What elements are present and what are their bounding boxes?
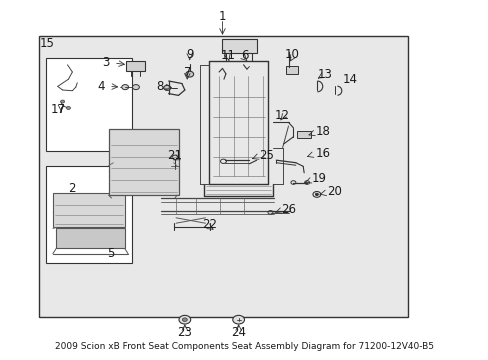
Circle shape: [232, 315, 244, 324]
Circle shape: [163, 85, 170, 90]
Text: 10: 10: [285, 48, 299, 61]
Circle shape: [182, 318, 187, 321]
Circle shape: [315, 193, 318, 195]
Bar: [56, 228, 124, 248]
Text: 22: 22: [202, 219, 216, 231]
Text: 20: 20: [326, 185, 341, 198]
Text: 12: 12: [274, 109, 289, 122]
Text: 3: 3: [102, 57, 110, 69]
Text: 23: 23: [177, 327, 192, 339]
Text: 4: 4: [98, 80, 105, 93]
Text: 5: 5: [107, 247, 115, 260]
Circle shape: [61, 100, 64, 103]
Text: 6: 6: [240, 49, 248, 62]
Text: 15: 15: [40, 37, 55, 50]
Text: 17: 17: [50, 103, 65, 116]
Circle shape: [122, 85, 128, 90]
Text: 25: 25: [259, 149, 273, 162]
Text: 14: 14: [342, 73, 357, 86]
Bar: [285, 66, 297, 74]
Bar: [126, 61, 144, 71]
Text: 8: 8: [156, 80, 163, 93]
Circle shape: [185, 71, 193, 77]
Circle shape: [66, 107, 70, 109]
Text: 7: 7: [183, 66, 191, 78]
Text: 19: 19: [311, 172, 326, 185]
Text: 16: 16: [315, 147, 330, 159]
Bar: [39, 36, 407, 317]
Bar: [108, 129, 179, 195]
Circle shape: [132, 85, 139, 90]
Text: 21: 21: [167, 149, 182, 162]
Bar: [297, 131, 310, 138]
Text: 11: 11: [221, 49, 235, 62]
Text: 13: 13: [317, 68, 332, 81]
Bar: [46, 58, 132, 151]
Bar: [46, 166, 132, 263]
Text: 2: 2: [68, 183, 76, 195]
Text: 18: 18: [315, 125, 329, 138]
Text: 9: 9: [185, 48, 193, 60]
Text: 26: 26: [281, 203, 296, 216]
Text: 2009 Scion xB Front Seat Components Seat Assembly Diagram for 71200-12V40-B5: 2009 Scion xB Front Seat Components Seat…: [55, 342, 433, 351]
Bar: [53, 193, 125, 227]
Text: 24: 24: [231, 327, 245, 339]
Bar: [222, 39, 256, 53]
Text: 1: 1: [218, 10, 226, 23]
Circle shape: [179, 315, 190, 324]
